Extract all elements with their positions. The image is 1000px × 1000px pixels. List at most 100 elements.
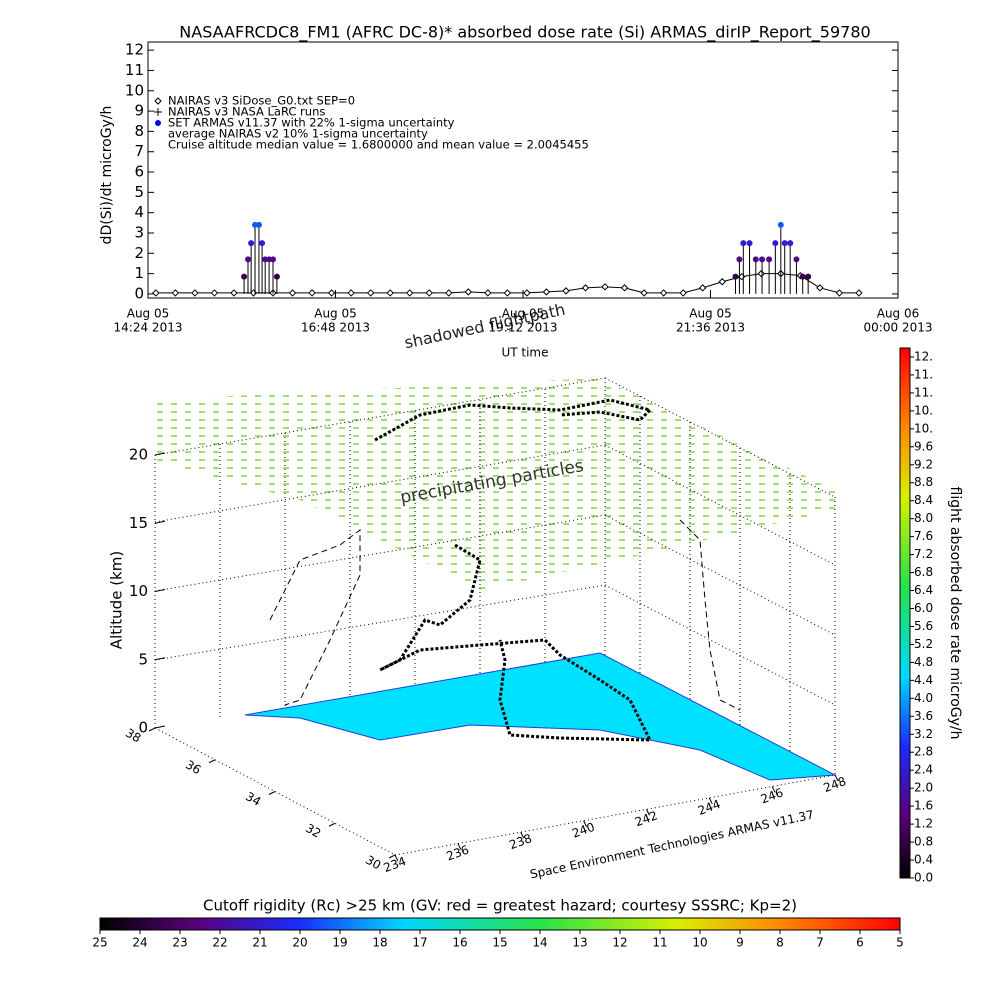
colorbar-tick-label: 8 bbox=[776, 936, 784, 950]
armas-point bbox=[732, 273, 739, 280]
colorbar-tick-label: 24 bbox=[132, 936, 147, 950]
y-tick-label: 3 bbox=[134, 223, 144, 241]
colorbar-tick-label: 1.2 bbox=[914, 817, 933, 831]
colorbar-tick-label: 11. bbox=[914, 385, 933, 399]
colorbar-tick-label: 9.2 bbox=[914, 457, 933, 471]
nairas-point bbox=[406, 289, 414, 297]
nairas-point bbox=[230, 289, 238, 297]
colorbar-tick-label: 6 bbox=[856, 936, 864, 950]
legend-text: average NAIRAS v2 10% 1-sigma uncertaint… bbox=[168, 127, 428, 141]
particles-field bbox=[150, 378, 835, 590]
colorbar-tick-label: 8.8 bbox=[914, 475, 933, 489]
nairas-point bbox=[171, 289, 180, 297]
x-tick-label: 21:36 2013 bbox=[676, 321, 745, 335]
lat-tick bbox=[388, 854, 396, 859]
legend-text: SET ARMAS v11.37 with 22% 1-sigma uncert… bbox=[168, 116, 455, 130]
colorbar-tick-label: 0.8 bbox=[914, 835, 933, 849]
x-tick-label: 14:24 2013 bbox=[114, 321, 183, 335]
colorbar-tick-label: 12 bbox=[612, 936, 627, 950]
nairas-point bbox=[523, 289, 531, 297]
colorbar-tick-label: 16 bbox=[452, 936, 467, 950]
nairas-point bbox=[386, 289, 394, 297]
colorbar-tick-label: 19 bbox=[332, 936, 347, 950]
nairas-point bbox=[542, 288, 551, 296]
armas-point bbox=[740, 240, 747, 247]
armas-point bbox=[241, 273, 248, 280]
armas-point bbox=[248, 240, 255, 247]
colorbar-tick-label: 7 bbox=[816, 936, 824, 950]
armas-point bbox=[245, 256, 251, 263]
colorbar-tick-label: 6.4 bbox=[914, 583, 933, 597]
colorbar-tick-label: 8.4 bbox=[914, 493, 933, 507]
z-tick bbox=[154, 452, 166, 456]
colorbar-tick-label: 6.8 bbox=[914, 565, 933, 579]
armas-point bbox=[777, 221, 784, 228]
shadow-path bbox=[269, 529, 361, 706]
x-tick-label: Aug 05 bbox=[314, 307, 357, 321]
colorbar-tick-label: 10 bbox=[692, 936, 707, 950]
y-label: dD(Si)/dt microGy/h bbox=[99, 106, 115, 245]
nairas-point bbox=[718, 278, 726, 286]
nairas-point bbox=[698, 284, 707, 292]
colorbar-tick-label: 5 bbox=[896, 936, 904, 950]
y-tick-label: 1 bbox=[134, 264, 144, 282]
colorbar-tick-label: 17 bbox=[412, 936, 427, 950]
x-tick-label: 16:48 2013 bbox=[301, 321, 370, 335]
colorbar-tick-label: 0.4 bbox=[914, 853, 933, 867]
lon-tick bbox=[834, 774, 839, 782]
lat-tick bbox=[268, 791, 276, 795]
nairas-point bbox=[347, 289, 355, 297]
lon-tick bbox=[708, 797, 713, 805]
dose-colorbar bbox=[899, 347, 911, 879]
armas-point bbox=[255, 221, 262, 228]
nairas-point bbox=[855, 289, 863, 297]
colorbar-tick-label: 0.0 bbox=[914, 871, 933, 885]
x-tick-label: Aug 06 bbox=[877, 307, 920, 321]
colorbar-tick-label: 14 bbox=[532, 936, 547, 950]
lon-tick bbox=[583, 820, 588, 827]
box-grid bbox=[154, 377, 836, 856]
legend-text: Cruise altitude median value = 1.6800000… bbox=[168, 138, 589, 152]
colorbar-tick-label: 11. bbox=[914, 367, 933, 381]
x-tick-label: 00:00 2013 bbox=[864, 321, 933, 335]
z-label: Altitude (km) bbox=[108, 551, 126, 649]
x-tick-label: 19:12 2013 bbox=[489, 321, 558, 335]
colorbar-tick-label: 6.0 bbox=[914, 601, 933, 615]
nairas-point bbox=[562, 287, 570, 295]
colorbar-tick-label: 5.6 bbox=[914, 619, 933, 633]
armas-point bbox=[793, 256, 800, 263]
z-tick bbox=[154, 725, 166, 729]
colorbar-tick-label: 4.0 bbox=[914, 691, 933, 705]
colorbar-tick-label: 5.2 bbox=[914, 637, 933, 651]
legend-symbol bbox=[154, 97, 162, 105]
nairas-point bbox=[152, 289, 160, 297]
y-tick-label: 8 bbox=[134, 122, 144, 140]
colorbar-tick-label: 2.4 bbox=[914, 763, 933, 777]
colorbar-tick-label: 22 bbox=[212, 936, 227, 950]
colorbar-tick-label: 7.6 bbox=[914, 529, 933, 543]
nairas-point bbox=[679, 289, 687, 297]
y-tick-label: 2 bbox=[134, 244, 144, 262]
legend-text: NAIRAS v3 NASA LaRC runs bbox=[168, 105, 325, 119]
armas-point bbox=[273, 273, 280, 280]
colorbar-tick-label: 20 bbox=[292, 936, 307, 950]
legend-symbol bbox=[155, 120, 161, 126]
nairas-point bbox=[484, 289, 492, 297]
map-surface bbox=[244, 652, 837, 781]
colorbar-tick-label: 10. bbox=[914, 421, 933, 435]
lat-tick bbox=[208, 759, 216, 764]
colorbar-tick-label: 2.0 bbox=[914, 781, 933, 795]
nairas-point bbox=[659, 289, 668, 297]
armas-point bbox=[781, 240, 788, 247]
nairas-point bbox=[601, 283, 609, 291]
y-tick-label: 7 bbox=[134, 142, 144, 160]
colorbar-tick-label: 9 bbox=[736, 936, 744, 950]
z-tick-label: 10 bbox=[129, 582, 148, 600]
x-tick-label: Aug 05 bbox=[689, 307, 732, 321]
nairas-point bbox=[503, 289, 512, 297]
lat-tick-label: 38 bbox=[123, 726, 143, 746]
x-tick-label: Aug 05 bbox=[127, 307, 170, 321]
lat-tick-label: 30 bbox=[363, 853, 383, 873]
colorbar-tick-label: 13 bbox=[572, 936, 587, 950]
